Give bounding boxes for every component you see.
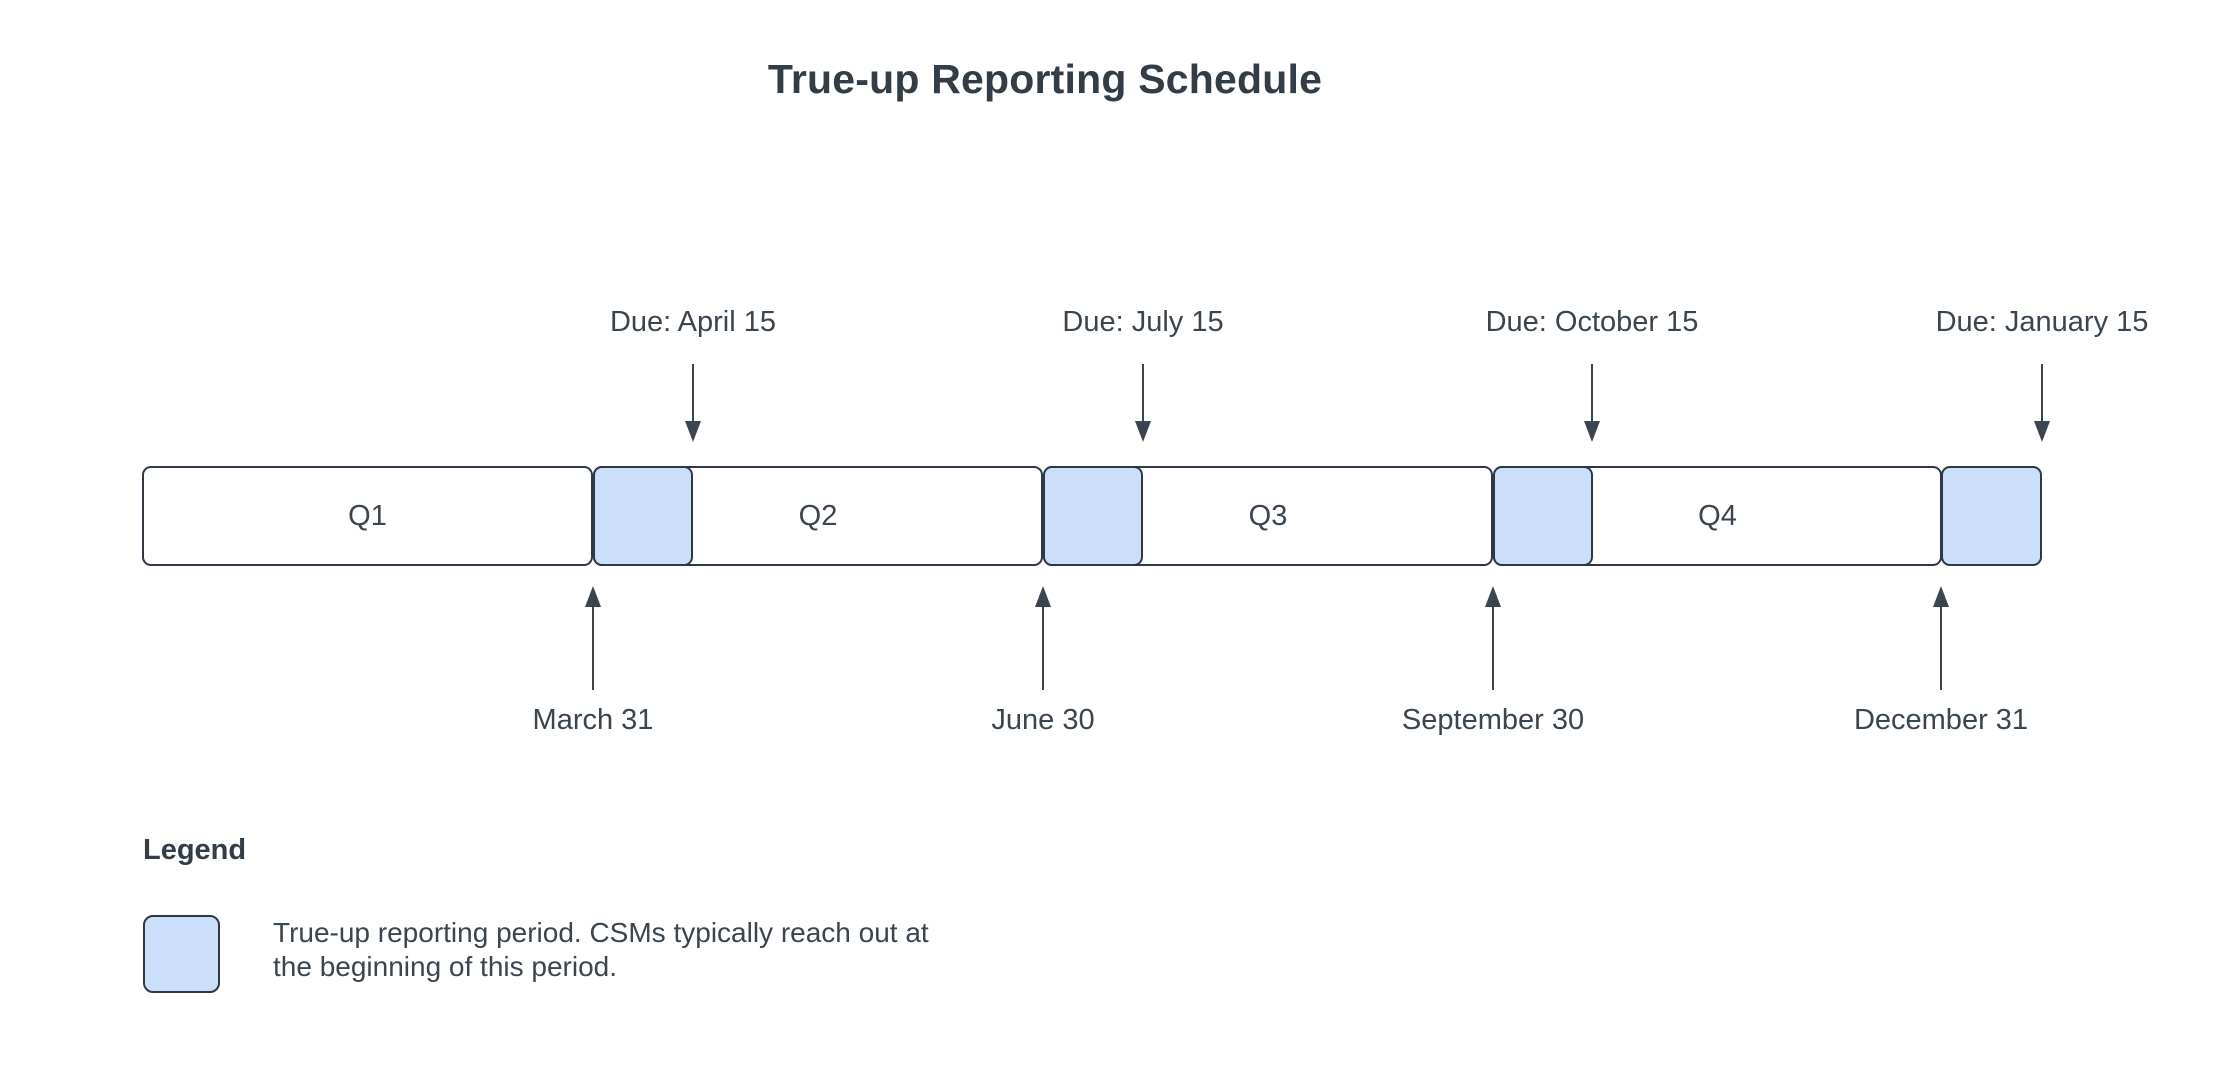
legend-description: True-up reporting period. CSMs typically… [273,916,973,984]
trueup-period-swatch [143,915,220,993]
arrow-shaft [2041,364,2043,422]
quarter-label: Q1 [348,499,387,532]
trueup-period-box-1 [593,466,693,566]
arrow-head [585,586,601,607]
arrow-shaft [1492,605,1494,690]
arrow-head [2034,421,2050,442]
arrow-shaft [1142,364,1144,422]
arrow-down-icon [685,364,701,444]
arrow-shaft [1940,605,1942,690]
trueup-period-box-4 [1941,466,2042,566]
quarter-end-label-q4: December 31 [1853,704,2029,736]
due-date-label-q4: Due: January 15 [1935,306,2149,338]
arrow-down-icon [1135,364,1151,444]
arrow-shaft [1591,364,1593,422]
arrow-up-icon [1485,586,1501,690]
arrow-up-icon [1035,586,1051,690]
quarter-label: Q2 [798,499,838,532]
legend-title: Legend [143,834,247,866]
quarter-label: Q3 [1248,499,1288,532]
quarter-end-label-q3: September 30 [1401,704,1585,736]
arrow-head [1584,421,1600,442]
arrow-shaft [692,364,694,422]
arrow-head [685,421,701,442]
arrow-shaft [592,605,594,690]
quarter-end-label-q2: June 30 [991,704,1095,736]
page-title: True-up Reporting Schedule [767,56,1323,102]
quarter-end-label-q1: March 31 [532,704,654,736]
arrow-head [1135,421,1151,442]
arrow-head [1485,586,1501,607]
arrow-shaft [1042,605,1044,690]
arrow-head [1933,586,1949,607]
arrow-head [1035,586,1051,607]
arrow-down-icon [1584,364,1600,444]
quarter-box-q1: Q1 [142,466,593,566]
legend-description-line2: the beginning of this period. [273,951,618,982]
due-date-label-q1: Due: April 15 [609,306,777,338]
arrow-down-icon [2034,364,2050,444]
legend-description-line1: True-up reporting period. CSMs typically… [273,917,929,948]
quarter-label: Q4 [1698,499,1737,532]
due-date-label-q3: Due: October 15 [1485,306,1699,338]
trueup-period-box-2 [1043,466,1143,566]
arrow-up-icon [585,586,601,690]
arrow-up-icon [1933,586,1949,690]
trueup-period-box-3 [1493,466,1593,566]
due-date-label-q2: Due: July 15 [1062,306,1224,338]
